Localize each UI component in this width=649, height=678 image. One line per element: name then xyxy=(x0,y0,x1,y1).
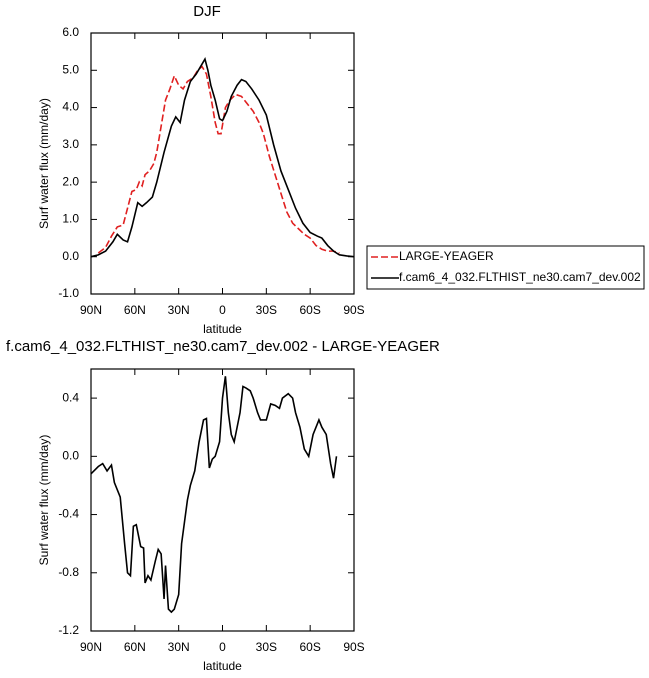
y-axis-label: Surf water flux (mm/day) xyxy=(37,98,51,229)
x-tick-label: 0 xyxy=(219,303,226,317)
chart-title: f.cam6_4_032.FLTHIST_ne30.cam7_dev.002 -… xyxy=(6,338,440,355)
x-tick-label: 90N xyxy=(80,640,102,654)
y-tick-label: -1.0 xyxy=(58,286,79,300)
x-tick-label: 60S xyxy=(299,303,320,317)
x-tick-label: 60N xyxy=(124,640,146,654)
legend-box xyxy=(366,245,645,290)
y-tick-label: 1.0 xyxy=(62,212,79,226)
x-axis-label: latitude xyxy=(203,659,242,673)
x-tick-label: 60N xyxy=(124,303,146,317)
legend-label: LARGE-YEAGER xyxy=(399,249,494,263)
x-tick-label: 0 xyxy=(219,640,226,654)
y-tick-label: -0.4 xyxy=(58,507,79,521)
x-tick-label: 30S xyxy=(256,303,277,317)
series-line xyxy=(97,65,340,254)
x-tick-label: 90S xyxy=(343,640,364,654)
y-tick-label: 5.0 xyxy=(62,62,79,76)
x-tick-label: 30N xyxy=(168,303,190,317)
legend-label: f.cam6_4_032.FLTHIST_ne30.cam7_dev.002 xyxy=(399,270,641,284)
y-axis-label: Surf water flux (mm/day) xyxy=(37,435,51,566)
x-axis-label: latitude xyxy=(203,322,242,336)
series-line xyxy=(90,57,355,258)
y-tick-label: 4.0 xyxy=(62,100,79,114)
plot-frame xyxy=(90,368,355,632)
y-tick-label: 0.4 xyxy=(62,390,79,404)
x-tick-label: 60S xyxy=(299,640,320,654)
y-tick-label: 2.0 xyxy=(62,174,79,188)
x-tick-label: 90S xyxy=(343,303,364,317)
y-tick-label: -0.8 xyxy=(58,565,79,579)
x-tick-label: 30S xyxy=(256,640,277,654)
y-tick-label: 6.0 xyxy=(62,25,79,39)
chart-title: DJF xyxy=(193,3,221,20)
y-tick-label: 3.0 xyxy=(62,137,79,151)
y-tick-label: 0.0 xyxy=(62,449,79,463)
series-line xyxy=(90,376,338,614)
x-tick-label: 90N xyxy=(80,303,102,317)
y-tick-label: 0.0 xyxy=(62,249,79,263)
plot-frame xyxy=(90,32,355,295)
y-tick-label: -1.2 xyxy=(58,623,79,637)
x-tick-label: 30N xyxy=(168,640,190,654)
